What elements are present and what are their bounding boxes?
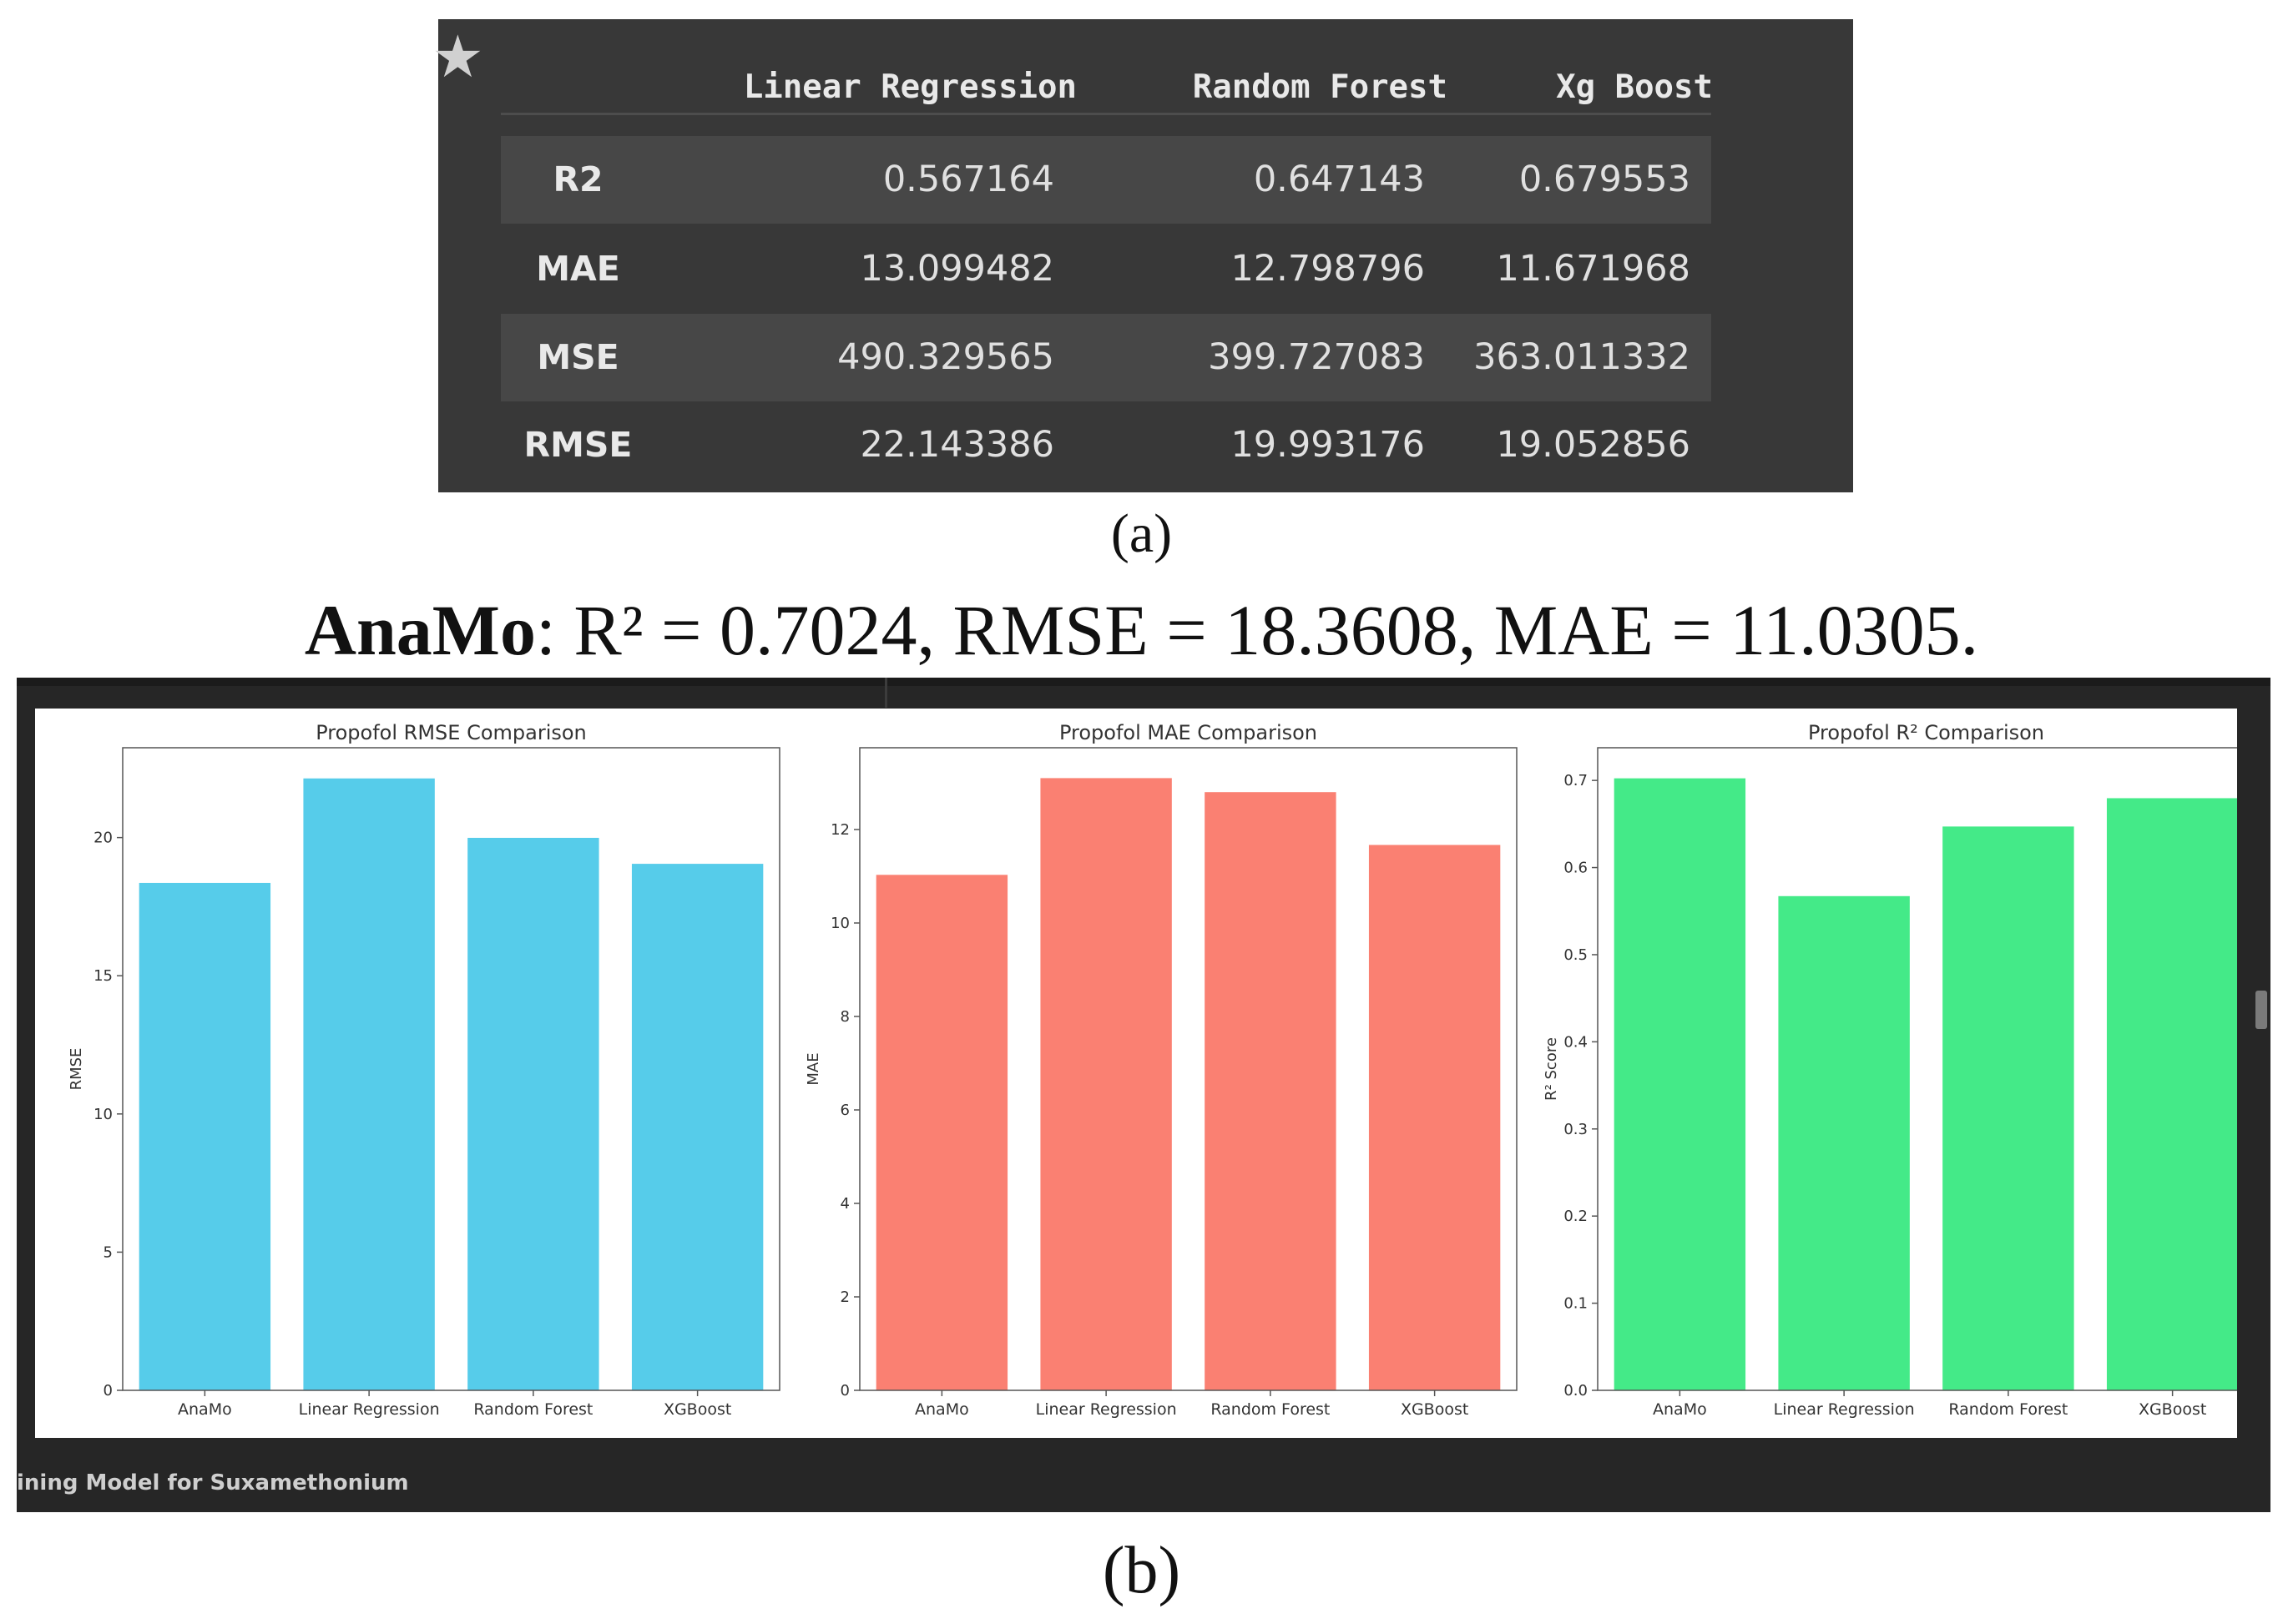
column-header-linear-regression: Linear Regression (743, 68, 1077, 106)
row-header: MSE (537, 337, 619, 377)
chart-title: Propofol MAE Comparison (1059, 721, 1317, 744)
y-tick-label: 0.0 (1563, 1382, 1588, 1400)
x-tick-label: Random Forest (1948, 1400, 2068, 1419)
table-row: RMSE 22.143386 19.993176 19.052856 (501, 401, 1711, 489)
summary-model: AnaMo (304, 590, 536, 670)
summary-metrics: : R² = 0.7024, RMSE = 18.3608, MAE = 11.… (535, 590, 1979, 670)
table-cell: 19.993176 (1230, 424, 1425, 466)
y-axis-label: R² Score (1543, 1037, 1560, 1101)
y-tick-label: 0 (841, 1382, 850, 1400)
bar-rmse-3 (631, 864, 764, 1390)
window-top-divider (885, 678, 887, 708)
header-divider (501, 113, 1711, 115)
y-tick-label: 6 (841, 1102, 850, 1119)
y-axis-label: RMSE (68, 1048, 85, 1091)
axes-frame (859, 747, 1518, 1391)
bar-mae-1 (1040, 778, 1172, 1390)
table-row: MAE 13.099482 12.798796 11.671968 (501, 225, 1711, 313)
table-row: MSE 490.329565 399.727083 363.011332 (501, 314, 1711, 401)
summary-line: AnaMo: R² = 0.7024, RMSE = 18.3608, MAE … (0, 584, 2283, 676)
bar-mae-2 (1205, 792, 1336, 1390)
x-tick-label: Linear Regression (1036, 1400, 1177, 1419)
table-cell: 12.798796 (1230, 248, 1425, 290)
row-header: RMSE (523, 425, 633, 465)
axes-frame (122, 747, 780, 1391)
x-tick-label: AnaMo (915, 1400, 969, 1419)
table-cell: 490.329565 (837, 336, 1054, 378)
x-tick-label: XGBoost (1401, 1400, 1468, 1419)
chart-title: Propofol RMSE Comparison (316, 721, 587, 744)
y-tick-label: 15 (93, 967, 113, 985)
y-axis-label: MAE (805, 1052, 822, 1085)
row-header: MAE (536, 249, 620, 289)
table-cell: 13.099482 (860, 248, 1054, 290)
window-top-bar (17, 678, 2270, 686)
y-tick-label: 8 (841, 1008, 850, 1026)
caption-b: (b) (1102, 1534, 1181, 1607)
table-cell: 0.567164 (882, 159, 1054, 200)
column-header-random-forest: Random Forest (1192, 68, 1447, 106)
y-tick-label: 0.7 (1563, 772, 1588, 789)
x-tick-label: Linear Regression (1774, 1400, 1915, 1419)
bar-mae-3 (1368, 845, 1501, 1390)
y-tick-label: 0.2 (1563, 1208, 1588, 1225)
footer-label: ining Model for Suxamethonium (17, 1470, 409, 1495)
chart-screenshot-panel: Propofol RMSE Comparison 0 5 10 15 20 AnaMo Lin… (17, 678, 2270, 1512)
y-tick-label: 10 (93, 1106, 113, 1123)
table-cell: 363.011332 (1473, 336, 1690, 378)
row-header: R2 (553, 159, 604, 199)
bar-r-score-2 (1942, 826, 2074, 1390)
bar-r-score-0 (1614, 778, 1746, 1390)
y-tick-label: 0 (104, 1382, 113, 1400)
column-header-xg-boost: Xg Boost (1556, 68, 1713, 106)
y-tick-label: 0.5 (1563, 946, 1588, 964)
y-tick-label: 2 (841, 1289, 850, 1306)
bar-mae-0 (876, 875, 1008, 1390)
table-row: R2 0.567164 0.647143 0.679553 (501, 136, 1711, 224)
table-cell: 0.679553 (1518, 159, 1690, 200)
y-tick-label: 10 (831, 915, 850, 932)
y-tick-label: 4 (841, 1195, 850, 1213)
table-cell: 22.143386 (860, 424, 1054, 466)
bar-r-score-1 (1778, 895, 1910, 1390)
y-tick-label: 20 (93, 830, 113, 847)
y-tick-label: 12 (831, 821, 850, 839)
metrics-table: ★ Linear Regression Random Forest Xg Boo… (432, 19, 1853, 492)
bar-rmse-1 (303, 778, 435, 1390)
plot-area: Propofol RMSE Comparison 0 5 10 15 20 AnaMo Lin… (35, 709, 2255, 1438)
star-icon: ★ (432, 23, 484, 91)
bar-r-score-3 (2106, 798, 2239, 1390)
table-cell: 19.052856 (1496, 424, 1690, 466)
bar-rmse-2 (467, 837, 599, 1390)
table-cell: 11.671968 (1496, 248, 1690, 290)
y-tick-label: 0.1 (1563, 1295, 1588, 1313)
x-tick-label: Random Forest (473, 1400, 593, 1419)
scrollbar-thumb[interactable] (2255, 991, 2267, 1029)
chart-title: Propofol R² Comparison (1808, 721, 2044, 744)
x-tick-label: AnaMo (178, 1400, 232, 1419)
caption-a: (a) (1110, 503, 1173, 564)
y-tick-label: 0.6 (1563, 860, 1588, 877)
x-tick-label: XGBoost (664, 1400, 731, 1419)
x-tick-label: Random Forest (1210, 1400, 1330, 1419)
x-tick-label: XGBoost (2139, 1400, 2206, 1419)
y-tick-label: 0.4 (1563, 1033, 1588, 1051)
table-cell: 0.647143 (1253, 159, 1425, 200)
x-tick-label: AnaMo (1653, 1400, 1707, 1419)
y-tick-label: 0.3 (1563, 1121, 1588, 1138)
table-cell: 399.727083 (1208, 336, 1425, 378)
y-tick-label: 5 (104, 1243, 113, 1261)
bar-rmse-0 (139, 882, 271, 1390)
x-tick-label: Linear Regression (299, 1400, 440, 1419)
